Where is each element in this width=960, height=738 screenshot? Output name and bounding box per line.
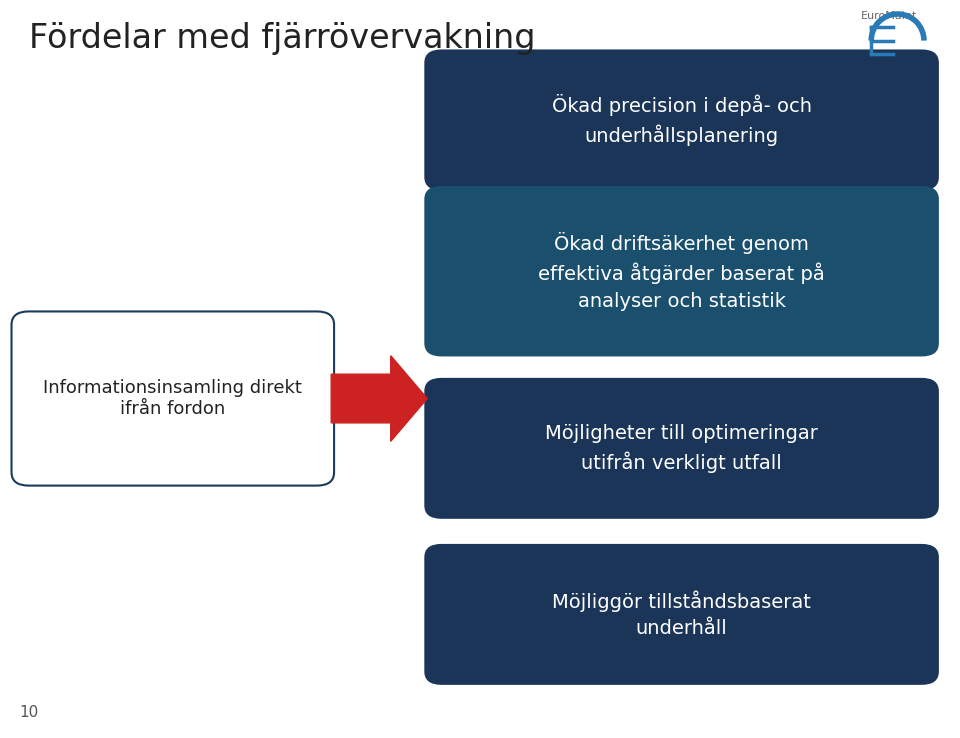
Text: Ökad precision i depå- och
underhållsplanering: Ökad precision i depå- och underhållspla… bbox=[552, 94, 811, 146]
Text: Möjliggör tillståndsbaserat
underhåll: Möjliggör tillståndsbaserat underhåll bbox=[552, 590, 811, 638]
Polygon shape bbox=[331, 356, 427, 441]
FancyBboxPatch shape bbox=[424, 49, 939, 190]
Text: Fördelar med fjärrövervakning: Fördelar med fjärrövervakning bbox=[29, 22, 536, 55]
Text: EuroMaint: EuroMaint bbox=[860, 11, 917, 21]
FancyBboxPatch shape bbox=[12, 311, 334, 486]
Text: 10: 10 bbox=[19, 705, 38, 720]
FancyBboxPatch shape bbox=[424, 378, 939, 519]
FancyBboxPatch shape bbox=[424, 186, 939, 356]
Text: Ökad driftsäkerhet genom
effektiva åtgärder baserat på
analyser och statistik: Ökad driftsäkerhet genom effektiva åtgär… bbox=[539, 232, 825, 311]
Text: Informationsinsamling direkt
ifrån fordon: Informationsinsamling direkt ifrån fordo… bbox=[43, 379, 302, 418]
Text: Möjligheter till optimeringar
utifrån verkligt utfall: Möjligheter till optimeringar utifrån ve… bbox=[545, 424, 818, 473]
FancyBboxPatch shape bbox=[424, 544, 939, 685]
